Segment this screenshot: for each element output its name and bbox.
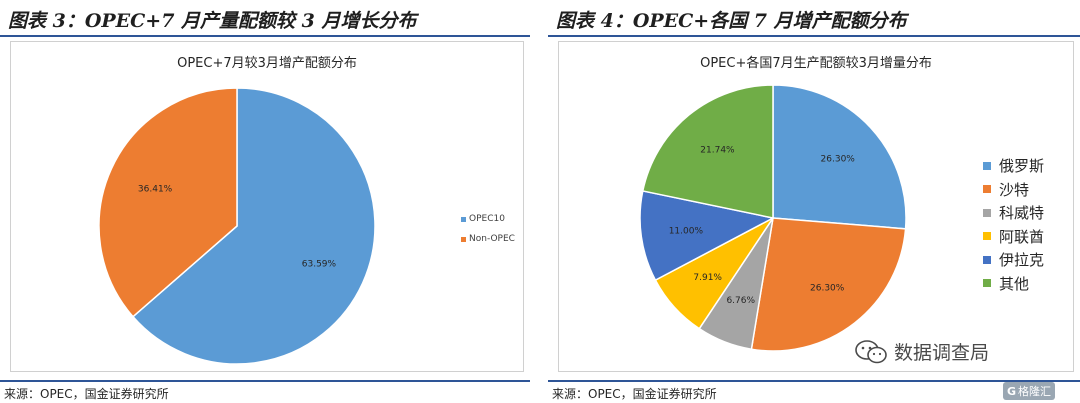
legend-item: 俄罗斯 [983,154,1044,178]
legend-label: 科威特 [999,204,1045,223]
legend-swatch [983,232,991,241]
figure-title: 图表 3：OPEC+7 月产量配额较 3 月增长分布 [8,10,417,32]
legend-swatch [983,208,991,217]
legend-item: 沙特 [983,178,1044,202]
pie-chart: 63.59% 36.41% [98,87,376,365]
watermark: 数据调查局 [854,338,989,365]
chart-title: OPEC+各国7月生产配额较3月增量分布 [700,56,932,71]
legend-label: Non-OPEC [469,234,515,244]
figure-title: 图表 4：OPEC+各国 7 月增产配额分布 [556,10,907,32]
legend-swatch [983,161,991,170]
legend-item: 伊拉克 [983,248,1044,272]
legend-swatch [983,279,991,288]
source-note: 来源：OPEC，国金证券研究所 [552,387,717,401]
logo-badge: G 格隆汇 [1003,382,1056,400]
bottom-rule [0,380,530,382]
legend-item: 其他 [983,272,1044,296]
slice-label-1: 26.30% [821,154,856,164]
pie-slice-1 [772,84,907,230]
slice-label-6: 21.74% [700,146,735,156]
top-rule [548,35,1080,37]
top-rule [0,35,530,37]
legend-item: OPEC10 [461,209,515,229]
source-note: 来源：OPEC，国金证券研究所 [4,387,169,401]
pie-slice-6 [641,84,774,219]
legend-swatch [983,185,991,194]
legend-label: OPEC10 [469,214,505,224]
bottom-rule [548,380,1080,382]
chart-title: OPEC+7月较3月增产配额分布 [177,56,357,71]
figure-4: 图表 4：OPEC+各国 7 月增产配额分布 OPEC+各国7月生产配额较3月增… [548,0,1080,403]
watermark-text: 数据调查局 [894,342,990,364]
legend-swatch [461,216,466,222]
slice-label-2: 36.41% [138,185,173,195]
chart-area: OPEC+各国7月生产配额较3月增量分布 26.30% 26.30% 6.76% 7.… [558,41,1074,372]
logo-text: 格隆汇 [1018,385,1052,398]
legend-label: 其他 [999,274,1030,293]
legend-item: 阿联酋 [983,225,1044,249]
legend: 俄罗斯沙特科威特阿联酋伊拉克其他 [983,154,1044,295]
pie-slice-2 [750,217,907,352]
pie-slice-1 [131,87,376,365]
wechat-icon [855,339,887,363]
pie-chart: 26.30% 26.30% 6.76% 7.91% 11.00% 21.74% [639,84,907,352]
pie-slice-2 [98,87,238,318]
legend-item: Non-OPEC [461,229,515,249]
logo-icon: G [1007,384,1017,398]
slice-label-2: 26.30% [810,283,845,293]
slice-label-4: 7.91% [693,273,722,283]
legend-label: 伊拉克 [999,251,1045,270]
slice-label-5: 11.00% [669,226,704,236]
figure-3: 图表 3：OPEC+7 月产量配额较 3 月增长分布 OPEC+7月较3月增产配… [0,0,530,403]
legend-label: 俄罗斯 [999,157,1045,176]
legend: OPEC10 Non-OPEC [461,209,515,249]
chart-area: OPEC+7月较3月增产配额分布 63.59% 36.41% OPEC10 Non-… [10,41,524,372]
legend-label: 沙特 [999,180,1030,199]
legend-item: 科威特 [983,201,1044,225]
slice-label-3: 6.76% [726,296,755,306]
legend-swatch [983,255,991,264]
slice-label-1: 63.59% [302,259,337,269]
legend-label: 阿联酋 [999,227,1045,246]
legend-swatch [461,236,466,242]
pie-slice-5 [639,190,776,282]
